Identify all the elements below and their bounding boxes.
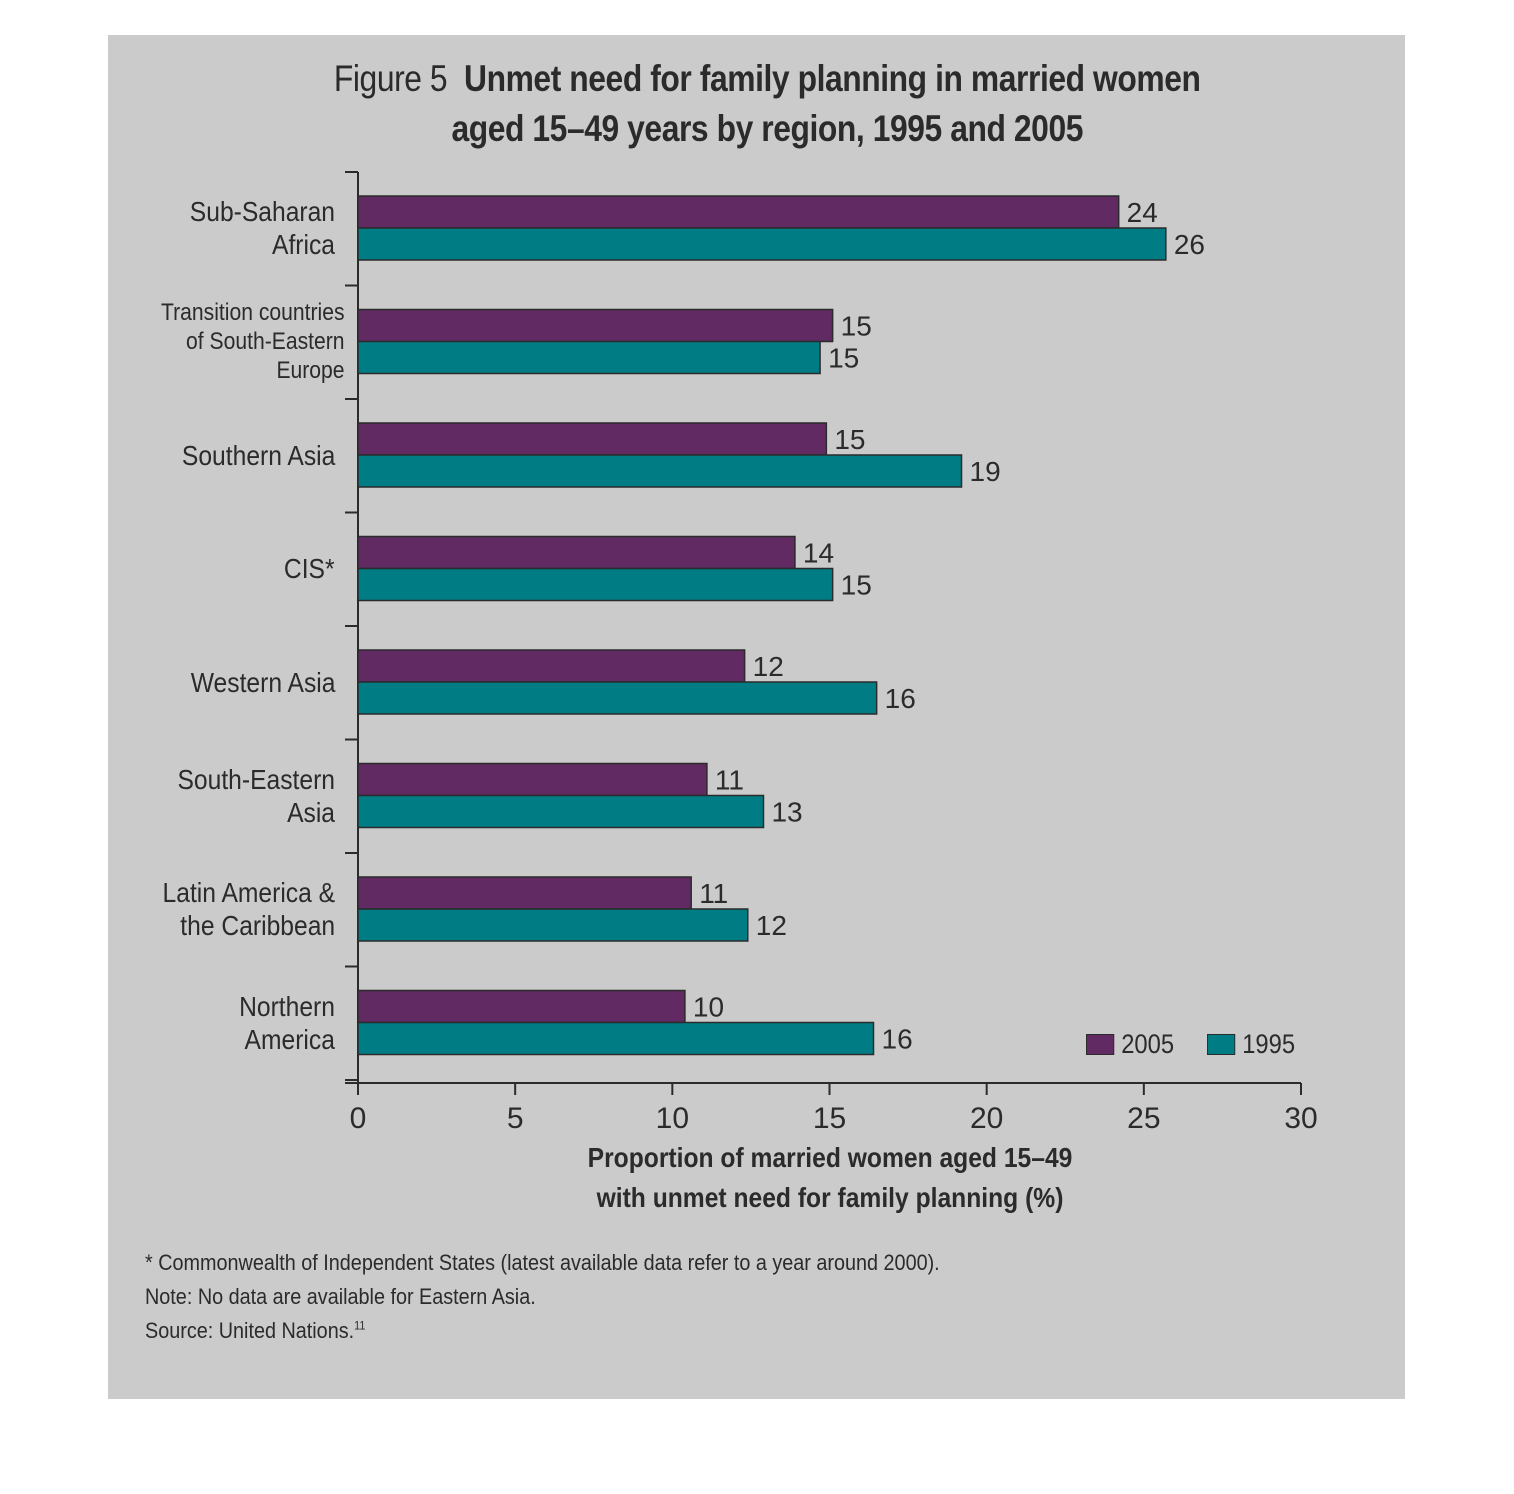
category-label: Southern Asia — [182, 439, 335, 472]
x-tick-label: 25 — [1127, 1102, 1160, 1135]
footnote: * Commonwealth of Independent States (la… — [145, 1250, 940, 1275]
data-label-1995: 15 — [828, 343, 859, 374]
bar-1995-7 — [357, 1021, 875, 1056]
bar-2005-3 — [357, 535, 796, 570]
data-label-2005: 10 — [693, 992, 724, 1023]
note: Note: No data are available for Eastern … — [145, 1284, 536, 1309]
category-label-line: Transition countries — [161, 299, 345, 326]
category-label-line: South-Eastern — [177, 763, 335, 795]
bar-1995-5 — [357, 794, 765, 829]
figure-label: Figure 5 — [333, 58, 448, 99]
x-tick-label: 30 — [1284, 1102, 1317, 1135]
data-label-1995: 26 — [1174, 229, 1205, 260]
bar-2005-1 — [357, 308, 834, 343]
category-label: CIS* — [284, 552, 335, 585]
x-tick-label: 5 — [507, 1102, 524, 1135]
category-label-line: Europe — [276, 357, 345, 384]
bar-2005-5 — [357, 762, 708, 797]
x-tick-label: 10 — [656, 1102, 689, 1135]
category-label-line: the Caribbean — [180, 910, 335, 941]
data-label-2005: 11 — [715, 765, 744, 796]
legend-item-2005: 2005 — [1086, 1029, 1174, 1060]
source-text: Source: United Nations. — [145, 1318, 355, 1343]
data-label-2005: 12 — [753, 651, 784, 682]
data-label-2005: 11 — [699, 878, 728, 909]
chart-title-line-1: Figure 5 Unmet need for family planning … — [116, 58, 1418, 100]
title-text-1: Unmet need for family planning in marrie… — [464, 58, 1201, 99]
x-axis-label-line-1: Proportion of married women aged 15–49 — [587, 1142, 1073, 1173]
category-label-line: Africa — [272, 229, 335, 260]
x-tick-label: 15 — [813, 1102, 846, 1135]
category-label-line: Southern Asia — [181, 439, 335, 471]
category-label: South-Eastern Asia — [177, 763, 335, 829]
bar-2005-0 — [357, 195, 1120, 229]
category-label-line: Northern — [239, 990, 335, 1022]
chart-title-line-2: aged 15–49 years by region, 1995 and 200… — [116, 108, 1418, 150]
bar-1995-4 — [357, 681, 878, 715]
category-label-line: of South-Eastern — [186, 328, 345, 355]
legend-label-1995: 1995 — [1242, 1029, 1296, 1059]
data-label-1995: 12 — [756, 910, 787, 941]
category-label: Latin America & the Caribbean — [162, 876, 335, 942]
category-label-line: Asia — [287, 796, 335, 828]
data-label-2005: 24 — [1127, 197, 1158, 228]
data-label-1995: 15 — [841, 570, 872, 601]
category-label: Western Asia — [190, 666, 335, 699]
bar-2005-2 — [357, 422, 828, 456]
figure-panel — [108, 35, 1405, 1399]
bar-1995-0 — [357, 227, 1167, 261]
data-label-1995: 13 — [771, 797, 802, 828]
legend-label-2005: 2005 — [1121, 1029, 1175, 1059]
bar-1995-6 — [357, 908, 749, 942]
bar-2005-7 — [357, 989, 686, 1024]
data-label-1995: 16 — [882, 1024, 913, 1055]
title-text-2: aged 15–49 years by region, 1995 and 200… — [451, 108, 1083, 149]
x-tick-label: 0 — [350, 1102, 367, 1135]
data-label-2005: 15 — [841, 311, 872, 342]
data-label-2005: 15 — [834, 424, 865, 455]
category-label-line: America — [244, 1023, 335, 1055]
bar-1995-2 — [357, 454, 963, 488]
category-label-line: Western Asia — [190, 666, 335, 698]
legend-item-1995: 1995 — [1207, 1029, 1295, 1060]
category-label-line: CIS* — [284, 553, 335, 584]
bar-1995-1 — [357, 340, 821, 375]
bar-2005-6 — [357, 876, 692, 910]
data-label-1995: 16 — [885, 683, 916, 714]
source: Source: United Nations.11 — [145, 1318, 365, 1344]
legend-swatch-1995 — [1207, 1034, 1236, 1055]
legend-swatch-2005 — [1086, 1034, 1115, 1055]
bar-1995-3 — [357, 567, 834, 602]
category-label: Northern America — [239, 990, 335, 1056]
category-label-line: Latin America & — [162, 877, 335, 908]
category-label-line: Sub-Saharan — [189, 196, 335, 227]
category-label: Sub-Saharan Africa — [190, 195, 335, 261]
x-axis-label-line-2: with unmet need for family planning (%) — [596, 1182, 1064, 1213]
x-tick-label: 20 — [970, 1102, 1003, 1135]
data-label-1995: 19 — [970, 456, 1001, 487]
category-label: Transition countries of South-Eastern Euro… — [161, 298, 345, 385]
data-label-2005: 14 — [803, 538, 834, 569]
bar-2005-4 — [357, 649, 746, 683]
source-ref: 11 — [354, 1318, 366, 1333]
